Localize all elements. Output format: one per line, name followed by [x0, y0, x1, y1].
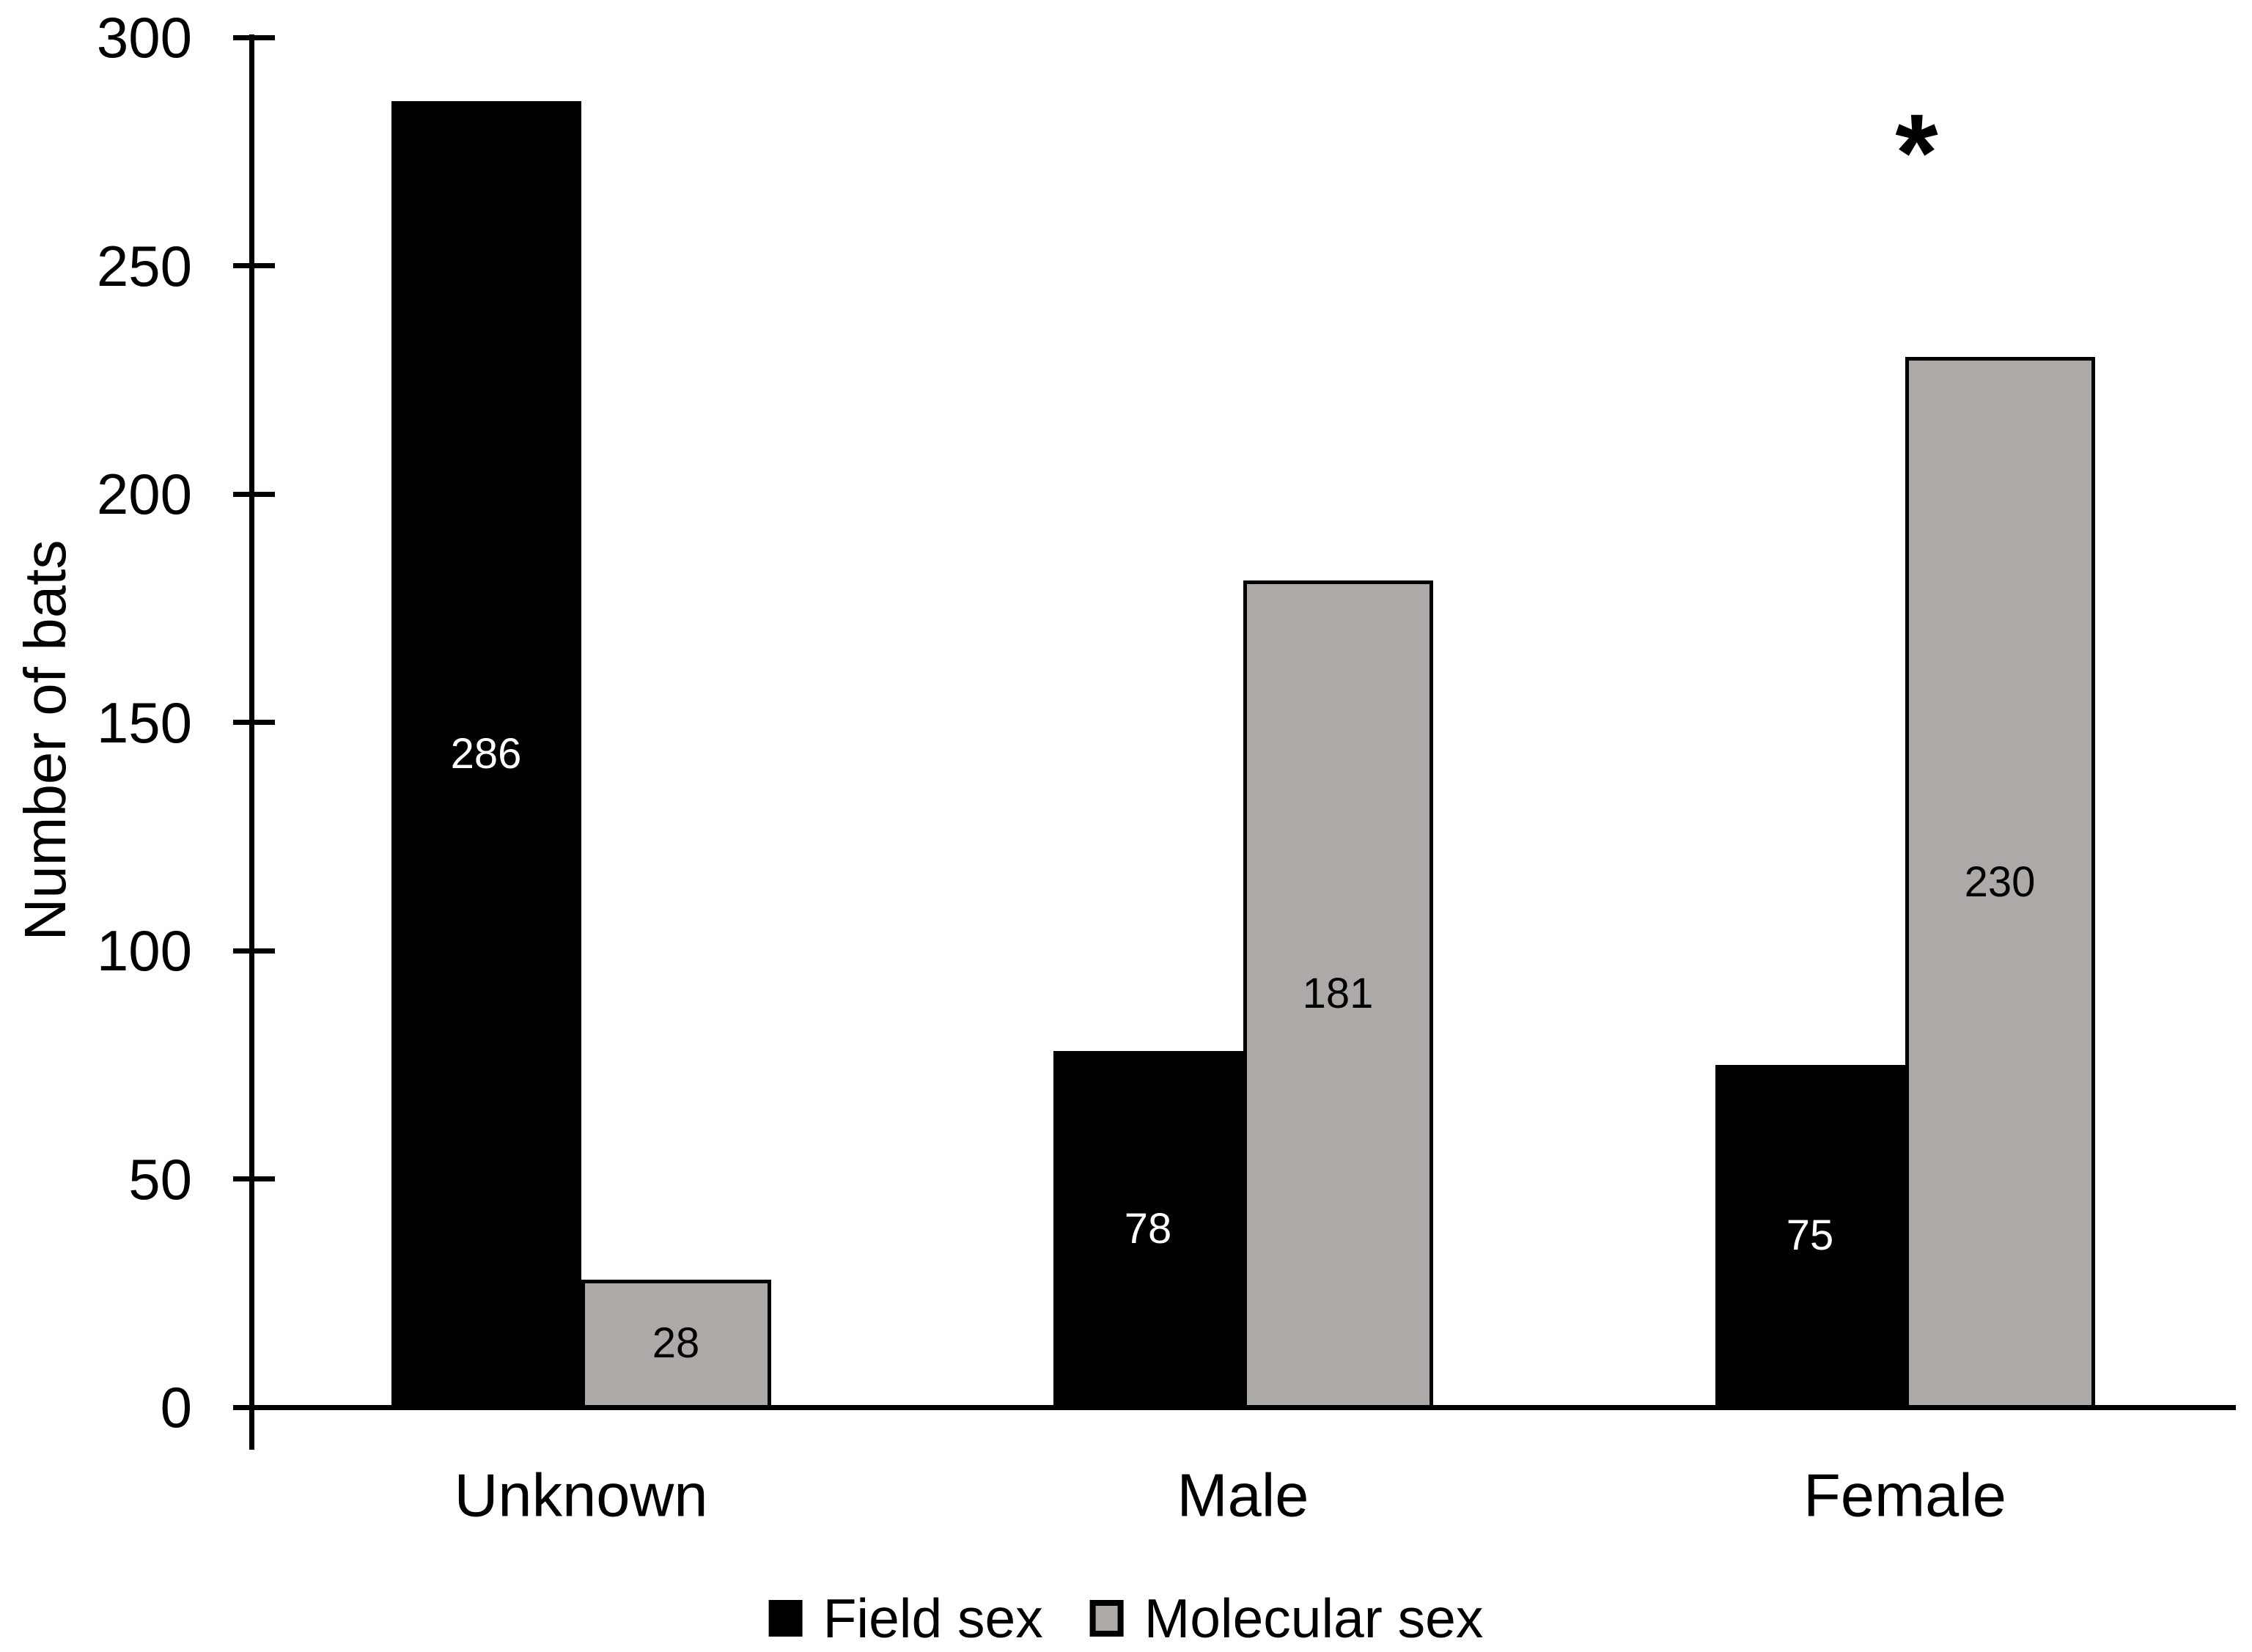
y-tick-mark-50	[233, 1176, 275, 1181]
legend-swatch-molecular-sex	[1089, 1600, 1124, 1637]
y-tick-mark-200	[233, 491, 275, 497]
legend-label-molecular-sex: Molecular sex	[1144, 1587, 1484, 1649]
legend-label-field-sex: Field sex	[823, 1587, 1043, 1649]
y-tick-mark-250	[233, 263, 275, 268]
y-tick-label-300: 300	[96, 5, 192, 70]
x-category-label-unknown: Unknown	[454, 1461, 708, 1530]
bar-field-sex-male	[1053, 1051, 1243, 1409]
y-tick-label-50: 50	[128, 1146, 192, 1212]
bar-molecular-sex-unknown	[581, 1279, 771, 1409]
bar-value-label-molecular-sex-unknown: 28	[652, 1319, 700, 1367]
bar-field-sex-unknown	[391, 101, 581, 1409]
y-tick-label-100: 100	[96, 918, 192, 983]
y-tick-mark-150	[233, 720, 275, 725]
bar-value-label-molecular-sex-male: 181	[1302, 970, 1374, 1018]
x-category-label-male: Male	[1177, 1461, 1309, 1530]
y-axis-line	[249, 34, 254, 1450]
y-tick-label-150: 150	[96, 690, 192, 755]
y-tick-mark-100	[233, 948, 275, 954]
legend-swatch-field-sex	[768, 1600, 803, 1637]
y-tick-label-0: 0	[160, 1375, 192, 1439]
y-tick-label-250: 250	[96, 233, 192, 298]
bar-molecular-sex-male	[1243, 580, 1433, 1409]
y-tick-label-200: 200	[96, 462, 192, 526]
bar-value-label-field-sex-unknown: 286	[450, 730, 522, 778]
bar-field-sex-female	[1715, 1064, 1905, 1409]
y-tick-mark-300	[233, 34, 275, 40]
x-category-label-female: Female	[1803, 1461, 2006, 1530]
legend-item-field-sex: Field sex	[768, 1587, 1043, 1649]
bar-value-label-molecular-sex-female: 230	[1964, 858, 2036, 906]
significance-asterisk: *	[1895, 91, 1938, 215]
bar-molecular-sex-female	[1905, 357, 2095, 1409]
y-tick-mark-0	[233, 1404, 275, 1410]
bar-value-label-field-sex-male: 78	[1124, 1205, 1172, 1253]
bar-value-label-field-sex-female: 75	[1786, 1212, 1834, 1260]
legend: Field sex Molecular sex	[768, 1582, 1484, 1652]
legend-item-molecular-sex: Molecular sex	[1089, 1587, 1484, 1649]
